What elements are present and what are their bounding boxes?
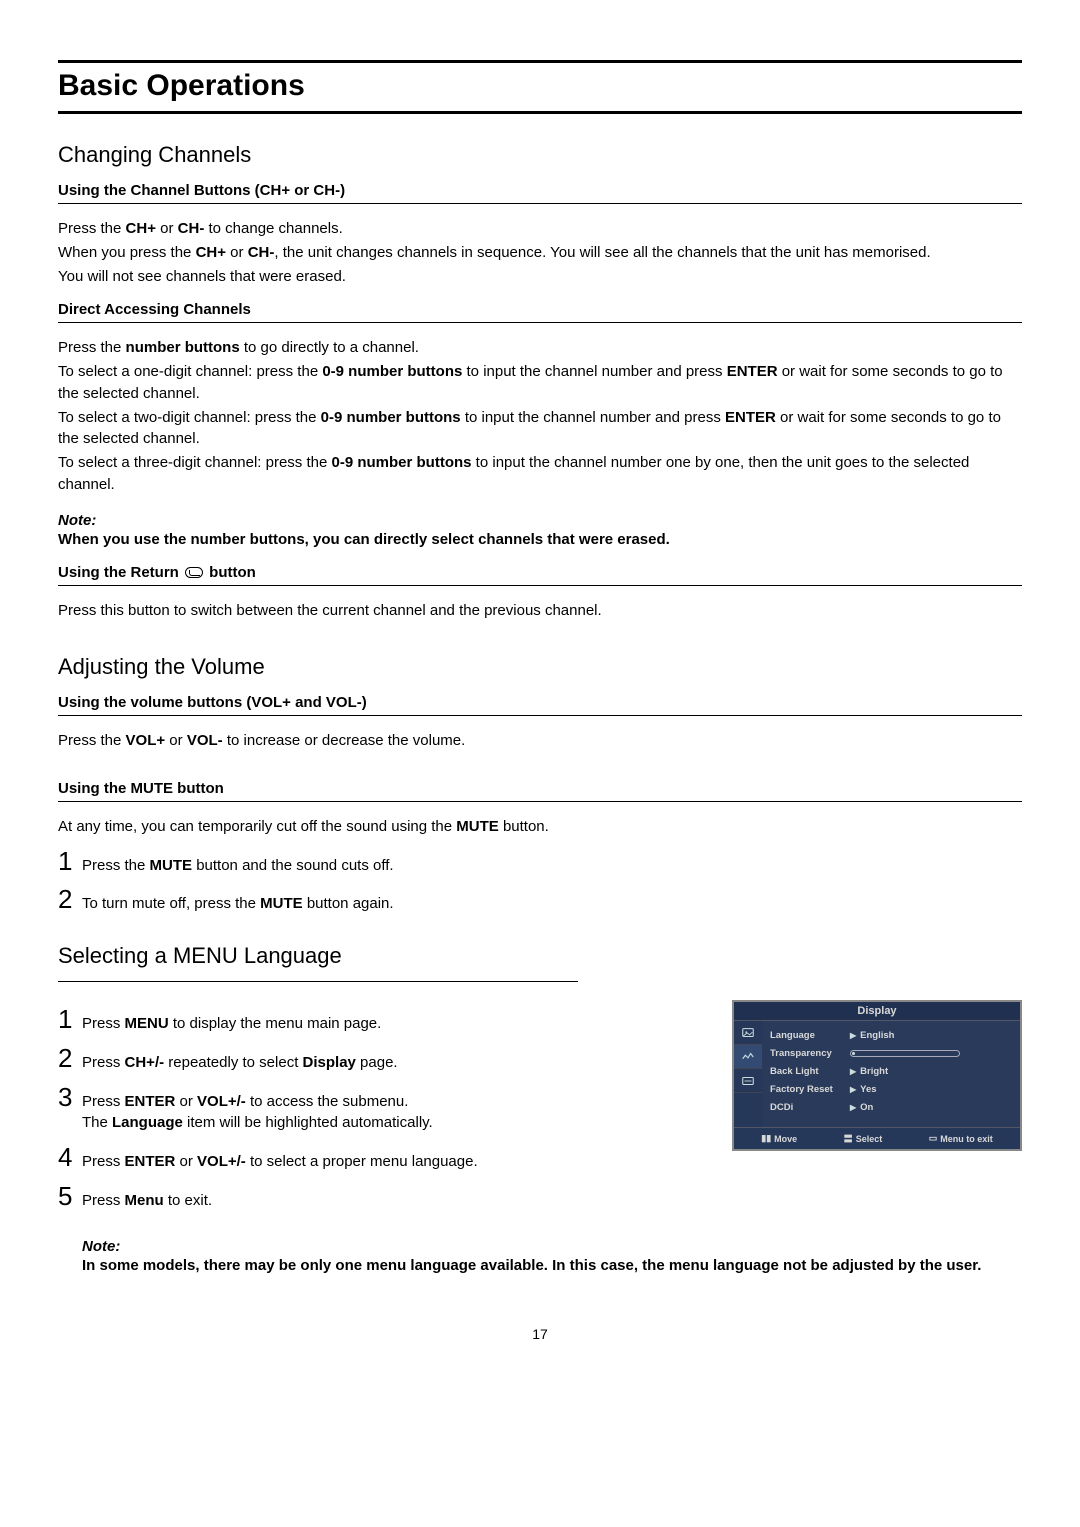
osd-row-language: Language ▶English xyxy=(770,1027,1012,1043)
para-direct-2: To select a one-digit channel: press the… xyxy=(58,361,1022,405)
osd-hint-exit: ▭Menu to exit xyxy=(929,1132,993,1145)
osd-slider xyxy=(850,1050,960,1057)
updown-icon: ▮▮ xyxy=(761,1133,771,1144)
osd-footer: ▮▮Move 〓Select ▭Menu to exit xyxy=(734,1127,1020,1149)
list-item: 1 Press MENU to display the menu main pa… xyxy=(58,1006,702,1035)
triangle-right-icon: ▶ xyxy=(850,1103,856,1112)
heading-menu-language: Selecting a MENU Language xyxy=(58,943,1022,969)
heading-changing-channels: Changing Channels xyxy=(58,142,1022,168)
mute-steps: 1 Press the MUTE button and the sound cu… xyxy=(58,848,1022,916)
osd-row-factoryreset: Factory Reset ▶Yes xyxy=(770,1081,1012,1097)
para-direct-3: To select a two-digit channel: press the… xyxy=(58,407,1022,451)
subhead-volume-buttons: Using the volume buttons (VOL+ and VOL-) xyxy=(58,694,1022,716)
subhead-direct-access: Direct Accessing Channels xyxy=(58,301,1022,323)
triangle-right-icon: ▶ xyxy=(850,1031,856,1040)
page-title: Basic Operations xyxy=(58,69,1022,103)
para-change-channels: Press the CH+ or CH- to change channels. xyxy=(58,218,1022,240)
triangle-right-icon: ▶ xyxy=(850,1067,856,1076)
short-rule xyxy=(58,981,578,982)
select-icon: 〓 xyxy=(844,1132,853,1145)
osd-row-transparency: Transparency xyxy=(770,1045,1012,1061)
subhead-mute-button: Using the MUTE button xyxy=(58,780,1022,802)
page-title-block: Basic Operations xyxy=(58,60,1022,114)
osd-hint-select: 〓Select xyxy=(844,1132,883,1145)
para-erased: You will not see channels that were eras… xyxy=(58,266,1022,288)
step-number: 5 xyxy=(58,1183,82,1209)
para-volume: Press the VOL+ or VOL- to increase or de… xyxy=(58,730,1022,752)
list-item: 3 Press ENTER or VOL+/- to access the su… xyxy=(58,1084,702,1135)
para-direct-1: Press the number buttons to go directly … xyxy=(58,337,1022,359)
list-item: 2 Press CH+/- repeatedly to select Displ… xyxy=(58,1045,702,1074)
note-label: Note: xyxy=(58,512,1022,529)
osd-row-dcdi: DCDi ▶On xyxy=(770,1099,1012,1115)
list-item: 2 To turn mute off, press the MUTE butto… xyxy=(58,886,1022,915)
step-number: 1 xyxy=(58,1006,82,1032)
para-sequence: When you press the CH+ or CH-, the unit … xyxy=(58,242,1022,264)
osd-tab-blank xyxy=(734,1093,762,1117)
step-number: 4 xyxy=(58,1144,82,1170)
note-text: In some models, there may be only one me… xyxy=(82,1255,1022,1277)
osd-row-backlight: Back Light ▶Bright xyxy=(770,1063,1012,1079)
osd-hint-move: ▮▮Move xyxy=(761,1132,797,1145)
page-number: 17 xyxy=(58,1326,1022,1342)
osd-tab-setup-icon xyxy=(734,1069,762,1093)
list-item: 4 Press ENTER or VOL+/- to select a prop… xyxy=(58,1144,702,1173)
osd-menu: Display Language xyxy=(732,1000,1022,1151)
osd-title: Display xyxy=(734,1002,1020,1021)
note-erased-channels: Note: When you use the number buttons, y… xyxy=(58,512,1022,551)
step-number: 1 xyxy=(58,848,82,874)
step-number: 3 xyxy=(58,1084,82,1110)
menu-icon: ▭ xyxy=(929,1133,938,1144)
osd-tab-picture-icon xyxy=(734,1021,762,1045)
heading-adjusting-volume: Adjusting the Volume xyxy=(58,654,1022,680)
para-mute-intro: At any time, you can temporarily cut off… xyxy=(58,816,1022,838)
list-item: 5 Press Menu to exit. xyxy=(58,1183,702,1212)
language-steps: 1 Press MENU to display the menu main pa… xyxy=(58,1006,702,1212)
osd-tab-display-icon xyxy=(734,1045,762,1069)
osd-tab-strip xyxy=(734,1021,762,1127)
para-return: Press this button to switch between the … xyxy=(58,600,1022,622)
para-direct-4: To select a three-digit channel: press t… xyxy=(58,452,1022,496)
step-number: 2 xyxy=(58,886,82,912)
triangle-right-icon: ▶ xyxy=(850,1085,856,1094)
subhead-channel-buttons: Using the Channel Buttons (CH+ or CH-) xyxy=(58,182,1022,204)
return-icon xyxy=(185,567,203,578)
list-item: 1 Press the MUTE button and the sound cu… xyxy=(58,848,1022,877)
step-number: 2 xyxy=(58,1045,82,1071)
note-label: Note: xyxy=(82,1238,1022,1255)
note-text: When you use the number buttons, you can… xyxy=(58,529,1022,551)
note-language: Note: In some models, there may be only … xyxy=(58,1238,1022,1277)
subhead-return-button: Using the Return button xyxy=(58,564,1022,586)
